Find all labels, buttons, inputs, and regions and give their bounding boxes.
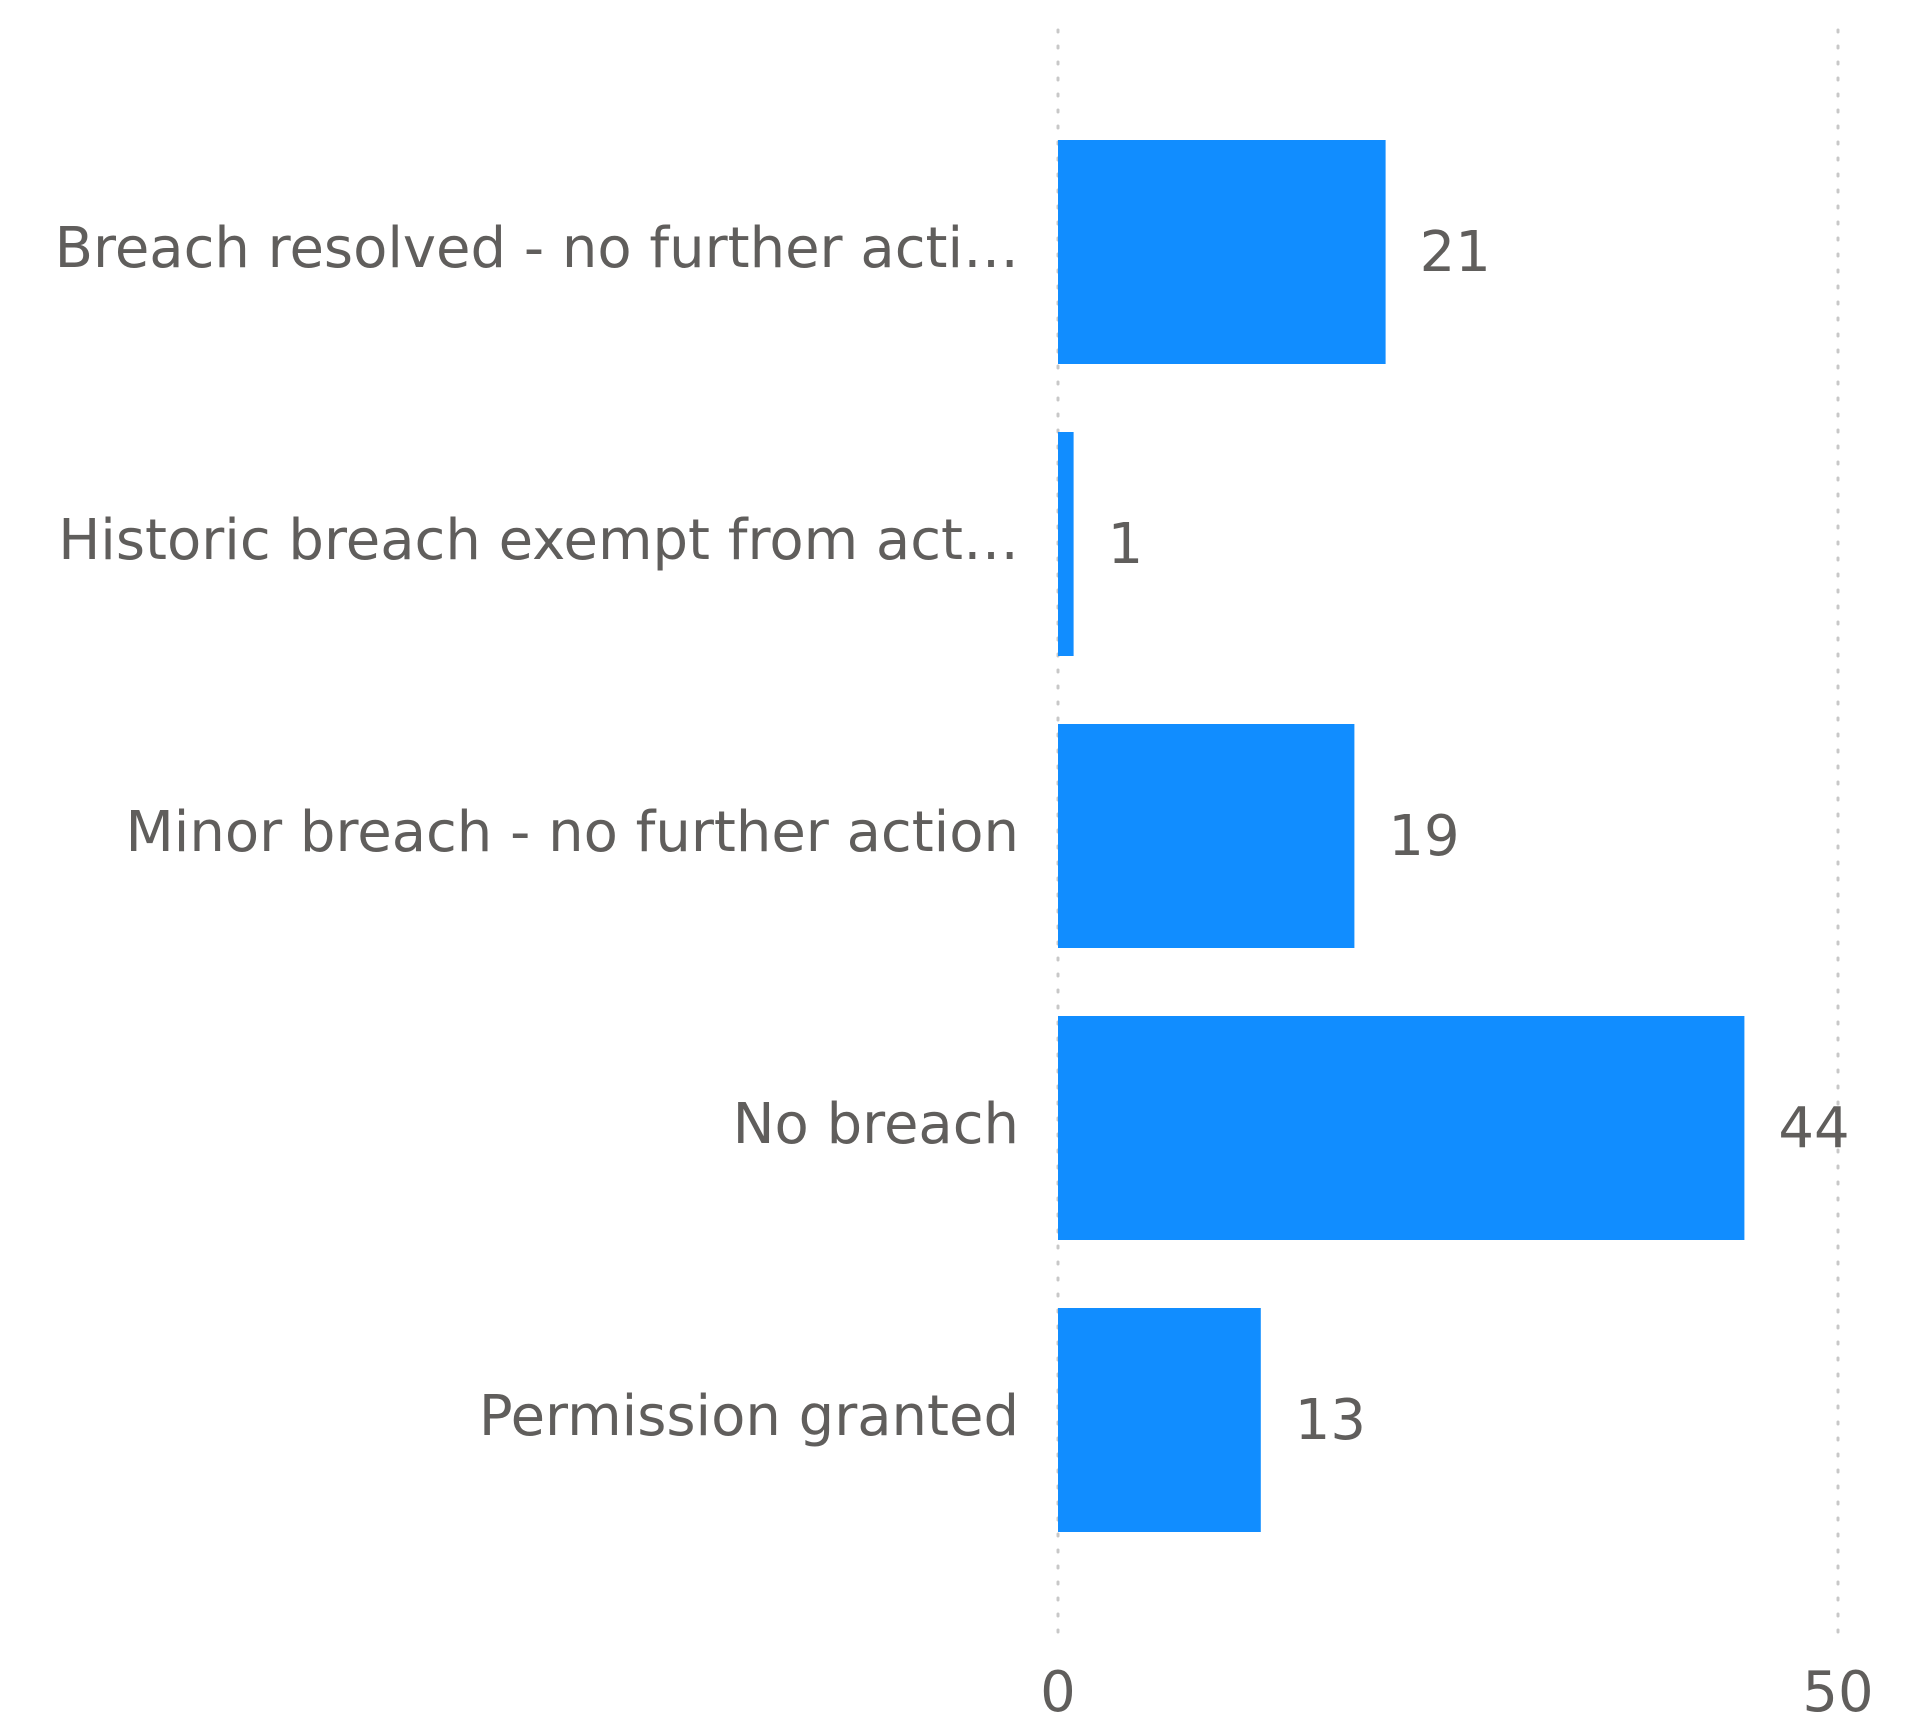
- y-tick-label: Minor breach - no further action: [125, 800, 1019, 865]
- data-label: 21: [1420, 220, 1491, 285]
- data-label: 13: [1295, 1388, 1366, 1453]
- y-tick-label: No breach: [733, 1092, 1019, 1157]
- x-tick-label: 50: [1802, 1660, 1873, 1725]
- bar: [1058, 1308, 1261, 1532]
- y-tick-label: Permission granted: [479, 1384, 1019, 1449]
- y-tick-label: Historic breach exempt from act…: [58, 508, 1019, 573]
- bar: [1058, 432, 1074, 656]
- data-label: 19: [1388, 804, 1459, 869]
- bar: [1058, 140, 1386, 364]
- data-label: 44: [1778, 1096, 1849, 1161]
- y-tick-label: Breach resolved - no further acti…: [55, 216, 1019, 281]
- data-label: 1: [1108, 512, 1144, 577]
- bar: [1058, 724, 1355, 948]
- x-tick-label: 0: [1040, 1660, 1076, 1725]
- bar: [1058, 1016, 1745, 1240]
